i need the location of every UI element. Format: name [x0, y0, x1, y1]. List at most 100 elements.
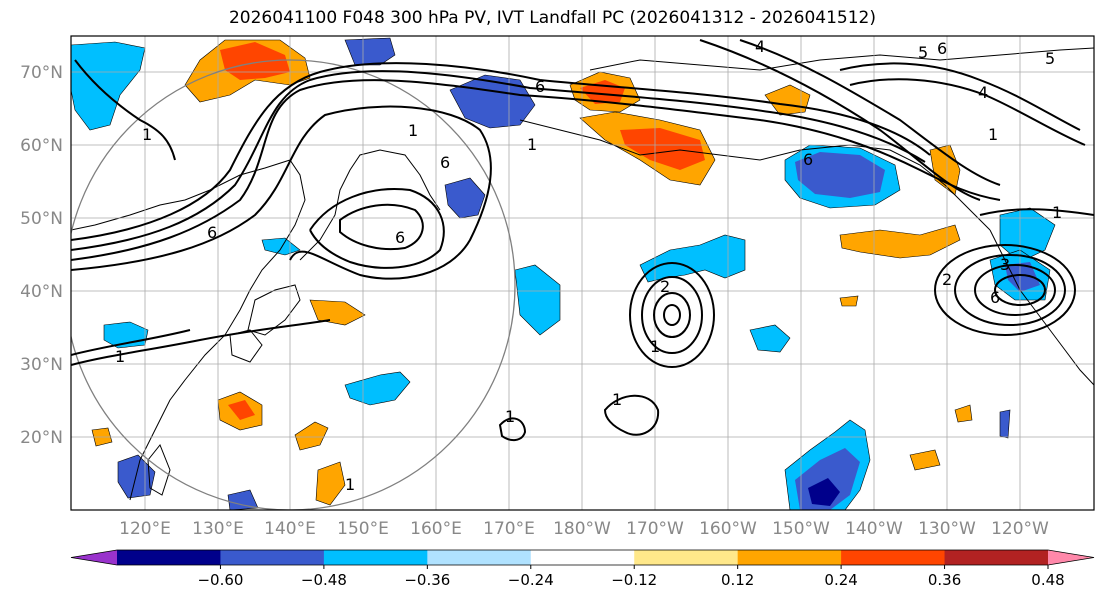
contour-label: 1 — [408, 121, 418, 140]
colorbar-segment — [944, 550, 1049, 565]
lat-label: 40°N — [20, 282, 63, 302]
contour-label: 1 — [1052, 203, 1062, 222]
pv-contour — [71, 319, 331, 366]
lon-label: 120°W — [991, 519, 1049, 539]
pv-contour — [309, 188, 445, 269]
pv-contour — [603, 394, 660, 436]
lat-label: 30°N — [20, 355, 63, 375]
pv-contour — [339, 203, 424, 251]
figure-title: 2026041100 F048 300 hPa PV, IVT Landfall… — [228, 8, 876, 28]
coastline — [71, 159, 306, 501]
pv-contour — [974, 264, 1056, 316]
shade-blob — [764, 84, 811, 116]
shade-blob — [71, 41, 146, 131]
shade-blob — [620, 128, 705, 170]
lon-label: 140°W — [845, 519, 903, 539]
contour-label: 6 — [440, 153, 450, 172]
colorbar-tick-label: −0.36 — [404, 571, 450, 589]
shade-blob — [220, 42, 290, 80]
colorbar-outline — [70, 549, 1095, 566]
shade-blob — [315, 461, 346, 506]
colorbar-tick-label: 0.24 — [824, 571, 857, 589]
pv-contour — [71, 105, 492, 280]
lon-label: 150°E — [337, 519, 389, 539]
contour-label: 6 — [395, 228, 405, 247]
colorbar-segment — [530, 550, 635, 565]
contour-label: 1 — [345, 475, 355, 494]
range-circle — [71, 59, 516, 510]
contour-label: 1 — [115, 347, 125, 366]
contour-label: 1 — [527, 135, 537, 154]
pv-contour — [699, 39, 981, 201]
contour-label: 1 — [988, 125, 998, 144]
lon-label: 130°W — [918, 519, 976, 539]
colorbar-tick-label: −0.48 — [301, 571, 347, 589]
pv-contour — [71, 79, 1001, 261]
shade-blob — [344, 371, 411, 406]
colorbar-tick-label: 0.12 — [721, 571, 754, 589]
colorbar-segment — [220, 550, 325, 565]
coastline — [989, 229, 1094, 386]
contour-label: 6 — [803, 150, 813, 169]
pv-contour — [71, 62, 931, 241]
lat-label: 70°N — [20, 63, 63, 83]
shade-blob — [344, 37, 396, 66]
colorbar-extend-low — [71, 550, 117, 565]
contour-label: 1 — [612, 390, 622, 409]
contour-label: 5 — [918, 43, 928, 62]
contour-label: 4 — [978, 83, 988, 102]
longitude-labels: 120°E 130°E 140°E 150°E 160°E 170°E 180°… — [119, 519, 1049, 539]
shade-blob — [839, 224, 961, 259]
contour-label: 3 — [1000, 255, 1010, 274]
pv-contour — [994, 274, 1046, 306]
contour-label: 6 — [937, 39, 947, 58]
colorbar-segment — [841, 550, 946, 565]
pv-contour — [71, 70, 926, 251]
lon-label: 120°E — [119, 519, 171, 539]
lon-label: 160°W — [699, 519, 757, 539]
colorbar-segment — [634, 550, 739, 565]
coastline — [589, 47, 1094, 71]
colorbar-tick-label: −0.60 — [197, 571, 243, 589]
contour-label: 4 — [755, 37, 765, 56]
pv-contour — [74, 59, 176, 161]
pv-contour — [71, 329, 191, 356]
colorbar-extend-high — [1048, 550, 1094, 565]
contour-label: 2 — [660, 277, 670, 296]
shade-blob — [309, 299, 366, 326]
pv-contour — [498, 417, 527, 442]
contour-label: 2 — [942, 270, 952, 289]
lon-label: 170°E — [483, 519, 535, 539]
colorbar-segment — [737, 550, 842, 565]
gridlines-layer — [71, 36, 1094, 510]
colorbar-tick-label: 0.48 — [1031, 571, 1064, 589]
shade-blob — [954, 404, 973, 423]
shade-blob — [117, 454, 156, 499]
contour-label: 1 — [142, 125, 152, 144]
shade-blob — [514, 264, 561, 336]
colorbar-tick-label: 0.36 — [928, 571, 961, 589]
lon-label: 130°E — [192, 519, 244, 539]
latitude-labels: 70°N 60°N 50°N 40°N 30°N 20°N — [20, 63, 63, 448]
pv-contour — [954, 254, 1066, 326]
map-background — [71, 36, 1094, 510]
pv-contour — [663, 304, 681, 326]
pc-shading-layer — [71, 37, 1056, 510]
contour-labels-layer: 1 6 6 5 4 1 6 1 6 6 1 1 2 1 1 1 2 6 1 4 … — [115, 37, 1062, 494]
coastline — [147, 444, 171, 496]
pv-contour — [934, 244, 1076, 336]
colorbar: −0.60 −0.48 −0.36 −0.24 −0.12 0.12 0.24 0.36 0.4… — [70, 549, 1095, 589]
lon-label: 170°W — [626, 519, 684, 539]
pv-contour — [641, 276, 703, 354]
coastline — [299, 149, 441, 261]
shade-blob — [1005, 262, 1040, 292]
lon-label: 140°E — [264, 519, 316, 539]
colorbar-segment — [427, 550, 532, 565]
contour-label: 6 — [535, 77, 545, 96]
shade-blob — [999, 409, 1011, 439]
pv-contour — [739, 39, 1001, 186]
contour-label: 5 — [1045, 49, 1055, 68]
shade-blob — [294, 421, 329, 451]
pv-contour — [849, 78, 1086, 146]
